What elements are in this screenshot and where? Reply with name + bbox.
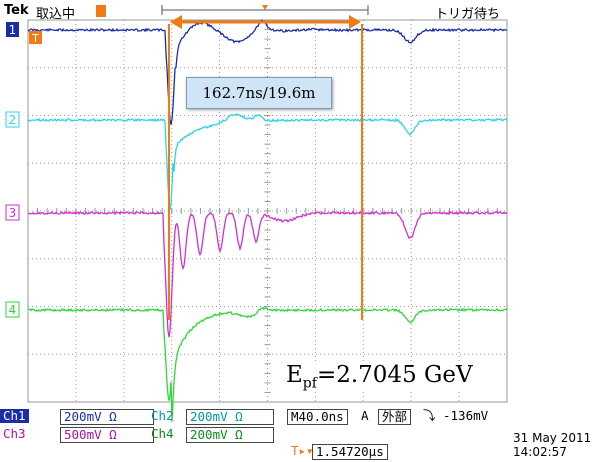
svg-text:2: 2 [9,113,17,127]
ch4-label[interactable]: Ch4 [151,426,174,441]
svg-text:1: 1 [9,23,17,37]
trigger-position-marker [262,5,268,10]
svg-text:3: 3 [9,206,17,220]
timebase-value: 40.0ns [298,409,344,424]
ch3-label[interactable]: Ch3 [3,426,26,441]
header-trigger-icon [96,5,106,17]
energy-annotation: Epf=2.7045 GeV [283,362,476,392]
trigger-level[interactable]: -136mV [443,408,489,423]
ch3-ground-marker[interactable]: 3 [5,204,20,221]
energy-symbol: E [286,362,303,388]
ch1-label[interactable]: Ch1 [0,409,29,423]
horizontal-position-icon[interactable]: T▸▾ [291,443,314,458]
ch3-scale[interactable]: 500mV Ω [60,427,154,443]
cursor-delta-arrow [170,15,361,29]
ch2-trace [27,113,508,211]
ch4-ground-marker[interactable]: 4 [5,301,20,318]
date-text: 31 May 2011 [513,431,592,445]
trigger-level-marker[interactable]: T [29,31,42,45]
cursor-measurement-box: 162.7ns/19.6m [186,77,332,109]
ch2-scale[interactable]: 200mV Ω [186,409,274,425]
brand-label: Tek [4,3,29,18]
energy-value: =2.7045 GeV [316,362,473,388]
record-bar [161,5,369,15]
horizontal-position-value[interactable]: 1.54720μs [312,444,388,460]
ch4-trace [27,306,508,422]
ch4-scale[interactable]: 200mV Ω [186,427,274,443]
ch2-label[interactable]: Ch2 [151,408,174,423]
graticule [27,19,508,403]
trigger-status: トリガ待ち [435,7,501,22]
ch1-ground-marker[interactable]: 1 [6,22,19,37]
svg-text:4: 4 [9,303,17,317]
acquisition-status: 取込中 [36,7,76,22]
timebase-label: M [291,409,299,424]
timebase-setting[interactable]: M40.0ns [287,409,348,425]
trigger-mode[interactable]: A [361,408,369,423]
timestamp: 31 May 2011 14:02:57 [513,431,591,459]
trigger-source[interactable]: 外部 [378,409,412,425]
svg-text:T: T [31,32,39,45]
ch2-ground-marker[interactable]: 2 [5,111,20,128]
energy-subscript: pf [302,375,317,392]
ch1-scale[interactable]: 200mV Ω [60,409,154,425]
trigger-slope-icon[interactable]: ⤵ [423,408,436,423]
time-text: 14:02:57 [513,445,567,459]
ch3-trace [27,210,508,338]
ch1-trace [27,19,508,125]
